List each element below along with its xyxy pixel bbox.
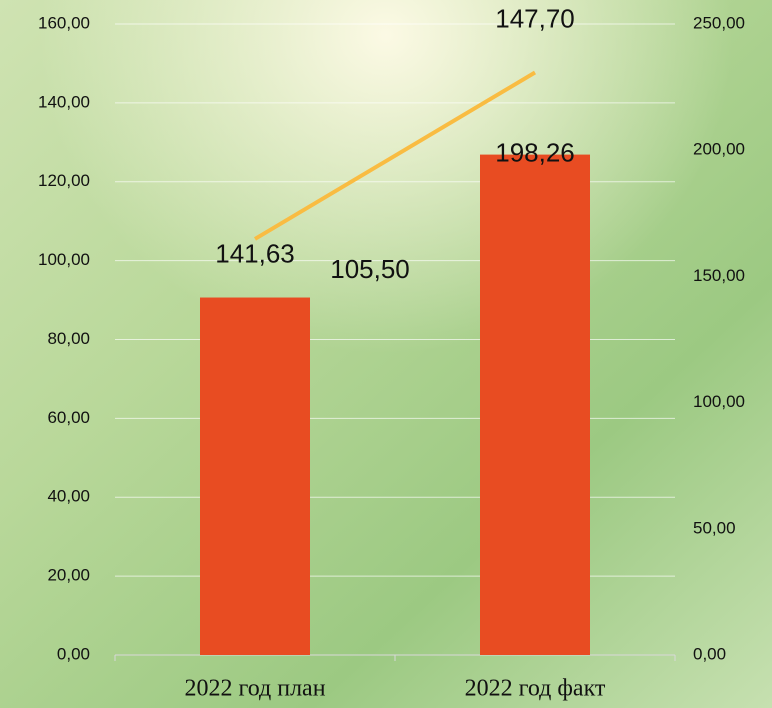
y2-tick-label: 250,00: [693, 13, 745, 32]
background-glow: [0, 0, 772, 708]
y-tick-label: 120,00: [38, 171, 90, 190]
y-tick-label: 100,00: [38, 250, 90, 269]
y-tick-label: 40,00: [47, 487, 90, 506]
y-tick-label: 20,00: [47, 566, 90, 585]
y2-tick-label: 200,00: [693, 140, 745, 159]
x-tick-label: 2022 год план: [184, 676, 325, 702]
y-tick-label: 160,00: [38, 13, 90, 32]
bar: [480, 155, 590, 655]
y2-tick-label: 0,00: [693, 644, 726, 663]
y2-tick-label: 100,00: [693, 392, 745, 411]
y2-tick-label: 150,00: [693, 266, 745, 285]
page: 0,00 20,00 40,00 60,00 80,00 100,00 120,00 140,…: [0, 0, 772, 708]
y2-tick-label: 50,00: [693, 518, 736, 537]
bar-value-label: 141,63: [215, 238, 295, 268]
y-tick-label: 80,00: [47, 329, 90, 348]
bar-value-label: 198,26: [495, 137, 575, 167]
bar: [200, 298, 310, 655]
line-value-label: 105,50: [330, 254, 410, 284]
y-tick-label: 0,00: [57, 644, 90, 663]
x-tick-label: 2022 год факт: [465, 676, 606, 702]
y-tick-label: 140,00: [38, 92, 90, 111]
line-value-label: 147,70: [495, 3, 575, 33]
y-tick-label: 60,00: [47, 408, 90, 427]
chart: 0,00 20,00 40,00 60,00 80,00 100,00 120,00 140,…: [0, 0, 772, 708]
